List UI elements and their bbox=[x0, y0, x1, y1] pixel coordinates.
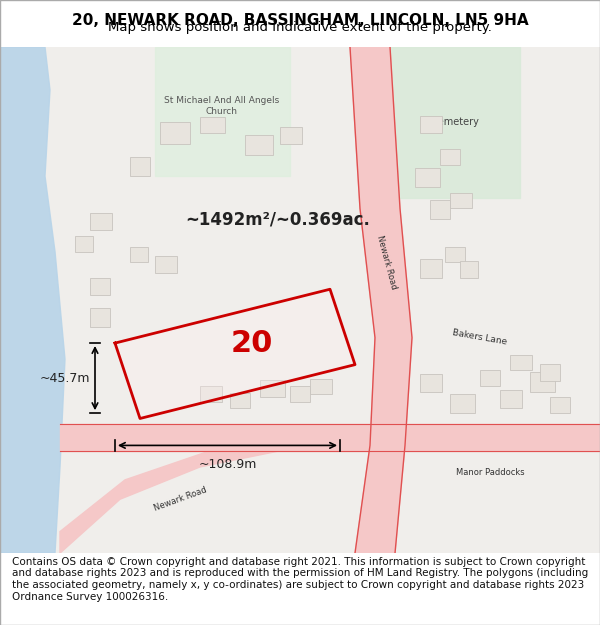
Bar bbox=[260, 380, 285, 397]
Text: Contains OS data © Crown copyright and database right 2021. This information is : Contains OS data © Crown copyright and d… bbox=[12, 557, 588, 601]
Bar bbox=[280, 127, 302, 144]
Polygon shape bbox=[390, 47, 520, 198]
Text: Newark Road: Newark Road bbox=[376, 234, 398, 291]
Text: ~45.7m: ~45.7m bbox=[40, 372, 90, 384]
Text: ~1492m²/~0.369ac.: ~1492m²/~0.369ac. bbox=[185, 210, 370, 228]
Bar bbox=[130, 157, 150, 176]
Polygon shape bbox=[155, 47, 290, 176]
Bar bbox=[440, 149, 460, 166]
Bar bbox=[540, 364, 560, 381]
Bar bbox=[450, 193, 472, 209]
Bar bbox=[420, 374, 442, 391]
Polygon shape bbox=[0, 47, 65, 553]
Bar bbox=[130, 248, 148, 262]
Bar bbox=[200, 117, 225, 133]
Text: St Michael And All Angels
Church: St Michael And All Angels Church bbox=[164, 96, 280, 116]
Bar bbox=[290, 386, 310, 402]
Bar bbox=[500, 391, 522, 408]
Bar bbox=[310, 379, 332, 394]
Text: Map shows position and indicative extent of the property.: Map shows position and indicative extent… bbox=[108, 21, 492, 34]
Bar bbox=[530, 372, 555, 391]
Bar bbox=[550, 397, 570, 413]
Polygon shape bbox=[60, 424, 600, 451]
Text: Cemetery: Cemetery bbox=[431, 118, 479, 127]
Polygon shape bbox=[350, 47, 412, 553]
Bar bbox=[450, 394, 475, 413]
Bar bbox=[160, 122, 190, 144]
Bar bbox=[420, 259, 442, 279]
Bar bbox=[230, 392, 250, 408]
Bar bbox=[460, 261, 478, 279]
Bar bbox=[90, 308, 110, 327]
Bar bbox=[155, 256, 177, 273]
Bar bbox=[245, 135, 273, 154]
Text: Manor Paddocks: Manor Paddocks bbox=[455, 468, 524, 477]
Bar bbox=[200, 386, 222, 402]
Text: ~108.9m: ~108.9m bbox=[199, 458, 257, 471]
Polygon shape bbox=[115, 289, 355, 419]
Bar bbox=[430, 200, 450, 219]
Text: 20: 20 bbox=[231, 329, 273, 357]
Bar bbox=[415, 168, 440, 187]
Bar bbox=[90, 213, 112, 230]
Text: Bakers Lane: Bakers Lane bbox=[452, 329, 508, 347]
Bar bbox=[510, 355, 532, 370]
Bar bbox=[75, 236, 93, 251]
Bar bbox=[90, 279, 110, 294]
Polygon shape bbox=[60, 437, 280, 553]
Bar bbox=[420, 116, 442, 133]
Text: 20, NEWARK ROAD, BASSINGHAM, LINCOLN, LN5 9HA: 20, NEWARK ROAD, BASSINGHAM, LINCOLN, LN… bbox=[71, 13, 529, 28]
Bar bbox=[445, 248, 465, 262]
Text: Newark Road: Newark Road bbox=[152, 486, 208, 513]
Bar bbox=[480, 370, 500, 386]
